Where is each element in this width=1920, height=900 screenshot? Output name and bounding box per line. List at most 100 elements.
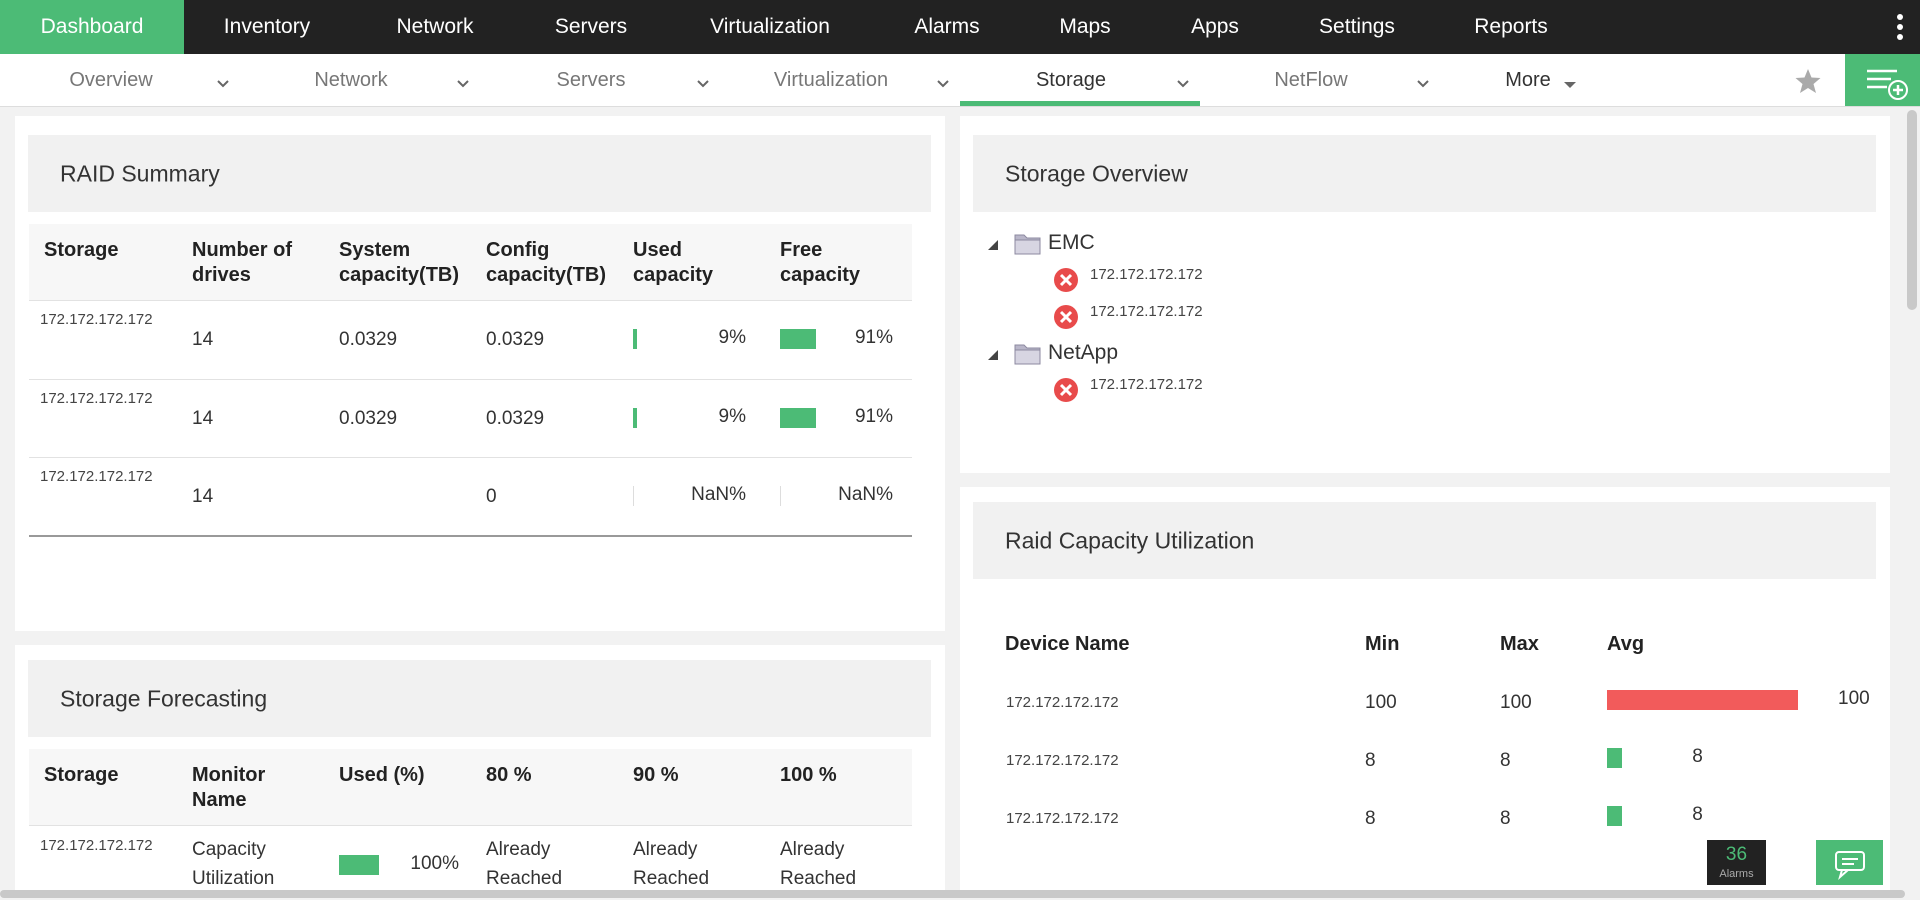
- table-cell: 14: [192, 486, 214, 508]
- panel-title: RAID Summary: [60, 160, 220, 186]
- chevron-wrap: [1176, 76, 1190, 94]
- chat-button[interactable]: [1816, 840, 1883, 885]
- folder-icon: [1014, 234, 1041, 255]
- column-header: Number of drives: [192, 239, 292, 286]
- column-header: Free capacity: [780, 239, 861, 286]
- error-icon: [1054, 268, 1078, 292]
- vertical-scrollbar[interactable]: [1907, 110, 1917, 310]
- sub-tab[interactable]: Overview: [69, 69, 153, 91]
- min-value: 100: [1365, 692, 1397, 713]
- table-header-bg: [29, 224, 912, 301]
- dropdown-caret: [1564, 82, 1576, 88]
- dropdown-caret-wrap: [1564, 76, 1576, 94]
- storage-ip: 172.172.172.172: [40, 468, 153, 486]
- percent-text: 100%: [410, 853, 459, 874]
- error-icon-wrap: [1053, 267, 1079, 298]
- column-header: 100 %: [780, 764, 837, 786]
- percent-text: 91%: [854, 405, 893, 427]
- panel-header: Storage Forecasting: [28, 660, 931, 737]
- folder-icon: [1014, 344, 1041, 365]
- storage-ip: 172.172.172.172: [40, 311, 153, 329]
- bar-empty: [780, 486, 781, 507]
- panel-header: RAID Summary: [28, 135, 931, 212]
- menu-kebab[interactable]: [1892, 13, 1908, 41]
- panel-title: Raid Capacity Utilization: [1005, 527, 1255, 553]
- column-header: Min: [1365, 633, 1400, 655]
- favorite-star[interactable]: [1794, 67, 1822, 95]
- column-header: Used (%): [339, 764, 425, 786]
- nav-tab[interactable]: Alarms: [914, 15, 980, 38]
- column-header: Used capacity: [633, 239, 714, 286]
- max-value: 8: [1500, 808, 1511, 829]
- device-ip: 172.172.172.172: [1090, 376, 1203, 393]
- row-border: [29, 457, 912, 458]
- add-widget-button[interactable]: [1845, 54, 1920, 106]
- sub-tab[interactable]: Virtualization: [773, 69, 889, 91]
- chevron: [457, 80, 469, 88]
- panel-title: Storage Overview: [1005, 160, 1188, 186]
- nav-tab[interactable]: Servers: [554, 15, 628, 38]
- device-ip: 172.172.172.172: [1090, 266, 1203, 283]
- table-cell: 0: [486, 486, 497, 508]
- percent-text: 9%: [718, 405, 746, 427]
- percent-bar: [339, 855, 379, 875]
- chevron-wrap: [456, 76, 470, 94]
- folder-icon-wrap: [1014, 341, 1041, 370]
- column-header: Avg: [1607, 633, 1645, 655]
- nav-tab[interactable]: Maps: [1059, 15, 1111, 38]
- table-cell: 0.0329: [339, 407, 398, 429]
- min-value: 8: [1365, 808, 1376, 829]
- alarm-count: 36: [1725, 844, 1748, 865]
- tree-toggle: [988, 350, 998, 360]
- nav-tab[interactable]: Inventory: [223, 15, 311, 38]
- percent-bar: [633, 329, 637, 350]
- chevron: [937, 80, 949, 88]
- avg-bar: [1607, 748, 1623, 768]
- percent-bar: [780, 329, 817, 350]
- chevron-wrap: [696, 76, 710, 94]
- sub-tab[interactable]: Storage: [1035, 69, 1107, 91]
- chevron: [1177, 80, 1189, 88]
- avg-value: 100: [1838, 688, 1870, 709]
- alarm-label: Alarms: [1719, 868, 1754, 880]
- error-icon-wrap: [1053, 304, 1079, 335]
- chevron: [1417, 80, 1429, 88]
- sub-tab[interactable]: More: [1505, 69, 1551, 91]
- nav-tab[interactable]: Network: [396, 15, 474, 38]
- nav-tab[interactable]: Dashboard: [40, 15, 144, 38]
- active-underline: [960, 101, 1200, 106]
- panel-title: Storage Forecasting: [60, 685, 268, 711]
- chevron: [217, 80, 229, 88]
- table-cell: 0.0329: [339, 329, 398, 351]
- column-header: Storage: [44, 239, 119, 261]
- table-cell: 0.0329: [486, 329, 545, 351]
- horizontal-scrollbar[interactable]: [0, 890, 1905, 898]
- nav-tab[interactable]: Apps: [1191, 15, 1239, 38]
- raid-capacity-panel: Raid Capacity Utilization Device Name Min M…: [960, 487, 1890, 890]
- sub-nav: Overview Network Servers Virtualization Stor…: [0, 54, 1920, 107]
- percent-text: NaN%: [691, 484, 746, 506]
- tree-node-label: NetApp: [1048, 341, 1119, 364]
- alarms-badge[interactable]: 36 Alarms: [1707, 840, 1766, 885]
- percent-text: NaN%: [838, 484, 893, 506]
- nav-tab[interactable]: Settings: [1319, 15, 1395, 38]
- top-nav: Dashboard Inventory Network Servers Virtuali…: [0, 0, 1920, 54]
- percent-bar: [780, 407, 817, 428]
- tree-toggle: [988, 240, 998, 250]
- sub-tab[interactable]: Network: [314, 69, 388, 91]
- percent-bar: [633, 407, 637, 428]
- nav-tab[interactable]: Reports: [1474, 15, 1548, 38]
- sub-tab[interactable]: NetFlow: [1274, 69, 1348, 91]
- table-cell: 0.0329: [486, 407, 545, 429]
- column-header: Max: [1500, 633, 1539, 655]
- nav-tab[interactable]: Virtualization: [710, 15, 830, 38]
- error-icon: [1054, 305, 1078, 329]
- device-ip: 172.172.172.172: [1006, 694, 1119, 711]
- column-header: 90 %: [633, 764, 679, 786]
- sub-tab[interactable]: Servers: [556, 69, 626, 91]
- percent-text: 91%: [854, 327, 893, 349]
- table-cell: 14: [192, 329, 214, 351]
- storage-ip: 172.172.172.172: [40, 389, 153, 407]
- storage-forecasting-panel: Storage Forecasting Storage Monitor Name Us…: [15, 645, 945, 890]
